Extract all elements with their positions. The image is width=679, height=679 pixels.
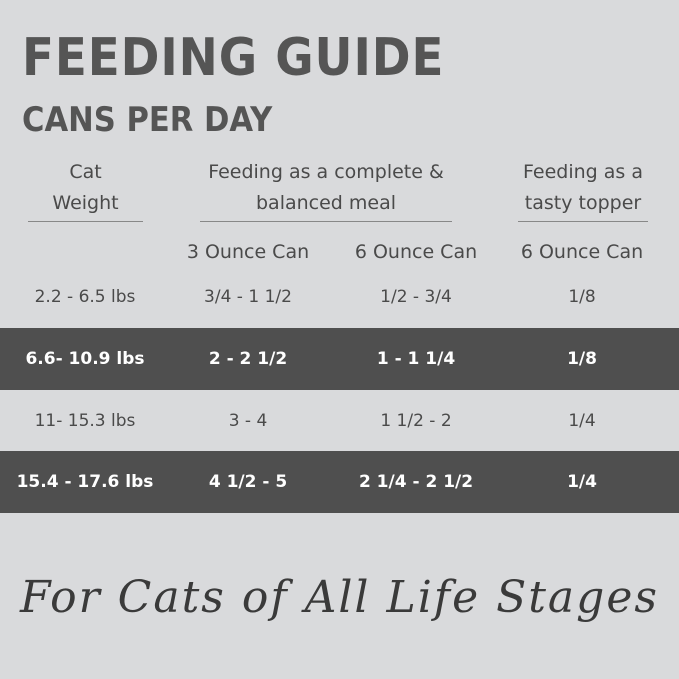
sub-header: 6 Ounce Can xyxy=(354,241,478,263)
table-row: 15.4 - 17.6 lbs 4 1/2 - 5 2 1/4 - 2 1/2 1/4 xyxy=(0,451,679,513)
table-cell: 1/2 - 3/4 xyxy=(380,287,452,307)
table-cell: 1 1/2 - 2 xyxy=(380,411,452,431)
table-cell: 11- 15.3 lbs xyxy=(34,411,136,431)
table-cell: 4 1/2 - 5 xyxy=(208,472,288,492)
table-row: 11- 15.3 lbs 3 - 4 1 1/2 - 2 1/4 xyxy=(0,390,679,452)
group-header: Feeding as a tasty topper xyxy=(518,157,648,222)
table-cell: 2 - 2 1/2 xyxy=(208,349,288,369)
title: FEEDING GUIDE xyxy=(22,28,445,88)
table-cell: 2 1/4 - 2 1/2 xyxy=(358,472,474,492)
table-cell: 1/8 xyxy=(567,349,597,369)
tagline: For Cats of All Life Stages xyxy=(20,572,659,623)
table-cell: 1/4 xyxy=(567,472,597,492)
table-cell: 1/8 xyxy=(568,287,596,307)
table-cell: 3/4 - 1 1/2 xyxy=(204,287,292,307)
table-cell: 2.2 - 6.5 lbs xyxy=(34,287,136,307)
sub-header: 6 Ounce Can xyxy=(520,241,644,263)
table-cell: 6.6- 10.9 lbs xyxy=(25,349,145,369)
table-cell: 15.4 - 17.6 lbs xyxy=(16,472,154,492)
subtitle: CANS PER DAY xyxy=(22,100,273,140)
group-header: Feeding as a complete & balanced meal xyxy=(200,157,452,222)
table-cell: 1 - 1 1/4 xyxy=(376,349,456,369)
table-row: 6.6- 10.9 lbs 2 - 2 1/2 1 - 1 1/4 1/8 xyxy=(0,328,679,390)
sub-header: 3 Ounce Can xyxy=(186,241,310,263)
table-cell: 1/4 xyxy=(568,411,596,431)
group-header: Cat Weight xyxy=(28,157,143,222)
table-cell: 3 - 4 xyxy=(228,411,268,431)
table-row: 2.2 - 6.5 lbs 3/4 - 1 1/2 1/2 - 3/4 1/8 xyxy=(0,266,679,328)
